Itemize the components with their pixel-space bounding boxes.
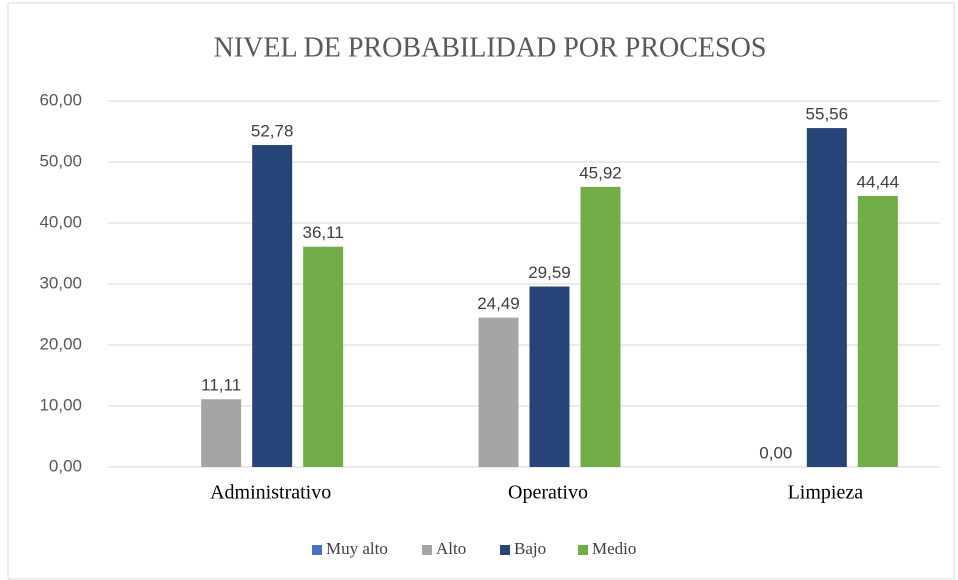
y-tick-label: 30,00 bbox=[39, 273, 82, 292]
bar bbox=[201, 399, 242, 467]
data-label: 36,11 bbox=[303, 223, 344, 242]
data-label: 45,92 bbox=[579, 163, 622, 182]
data-label: 24,49 bbox=[477, 294, 520, 313]
data-label: 29,59 bbox=[528, 263, 571, 282]
chart-frame bbox=[7, 2, 955, 580]
bar bbox=[806, 128, 847, 468]
y-tick-label: 50,00 bbox=[39, 151, 82, 170]
legend-label: Bajo bbox=[514, 539, 546, 558]
y-tick-label: 40,00 bbox=[39, 212, 82, 231]
data-label: 44,44 bbox=[857, 172, 900, 191]
y-tick-label: 20,00 bbox=[39, 334, 82, 353]
x-tick-label: Limpieza bbox=[788, 482, 864, 504]
x-tick-label: Operativo bbox=[508, 482, 588, 504]
y-tick-label: 10,00 bbox=[39, 395, 82, 414]
data-label: 11,11 bbox=[201, 376, 241, 395]
data-label: 55,56 bbox=[806, 105, 849, 124]
legend-swatch bbox=[312, 545, 322, 555]
bar bbox=[478, 317, 519, 467]
legend-swatch bbox=[422, 545, 432, 555]
legend-swatch bbox=[500, 545, 510, 555]
data-label: 52,78 bbox=[251, 122, 294, 141]
y-tick-label: 0,00 bbox=[49, 456, 82, 475]
bar bbox=[857, 195, 898, 467]
legend-swatch bbox=[578, 545, 588, 555]
legend-label: Muy alto bbox=[326, 539, 388, 558]
bar bbox=[529, 286, 570, 467]
data-label: 0,00 bbox=[759, 443, 792, 462]
bar bbox=[303, 246, 344, 467]
bar bbox=[252, 145, 293, 468]
chart-title: NIVEL DE PROBABILIDAD POR PROCESOS bbox=[214, 32, 767, 63]
x-tick-label: Administrativo bbox=[210, 482, 331, 504]
y-tick-label: 60,00 bbox=[39, 90, 82, 109]
bar bbox=[580, 186, 621, 467]
legend-label: Medio bbox=[592, 539, 636, 558]
legend-label: Alto bbox=[436, 539, 466, 558]
